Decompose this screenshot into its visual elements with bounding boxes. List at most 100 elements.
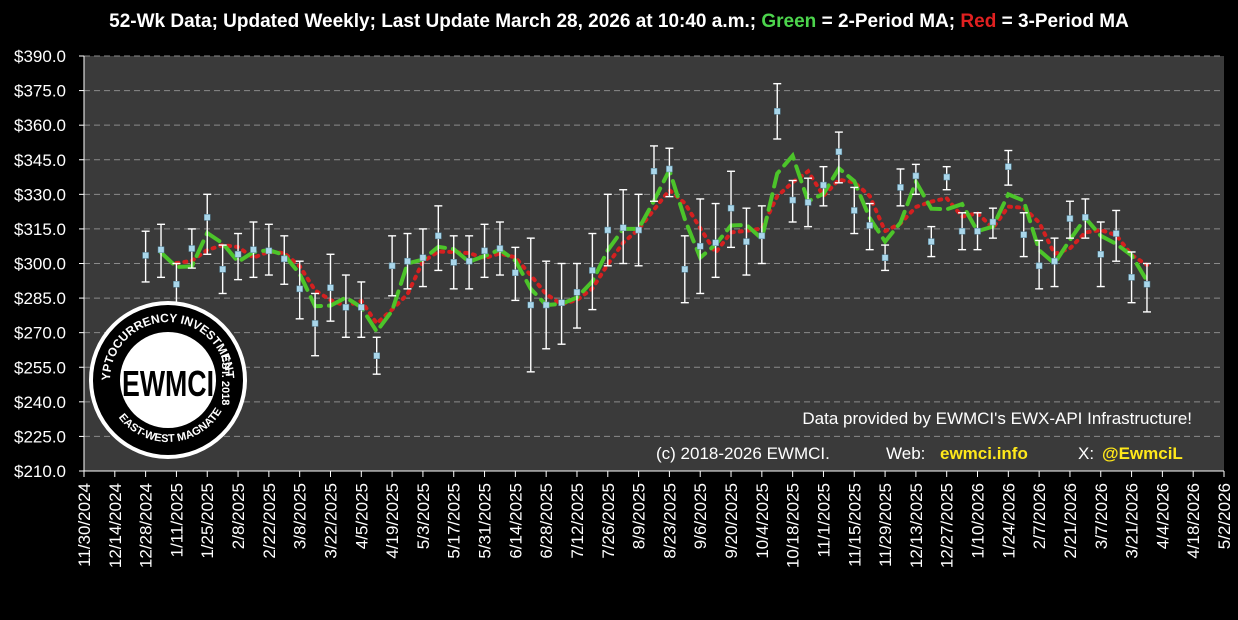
y-tick-label: $255.0: [14, 358, 66, 377]
data-point: [804, 199, 812, 206]
x-tick-label: 6/14/2025: [506, 483, 525, 559]
logo-ring-right: EST. 2018: [219, 355, 231, 406]
data-point: [1112, 230, 1120, 237]
data-point: [311, 320, 319, 327]
data-point: [1082, 214, 1089, 221]
data-point: [820, 181, 827, 189]
x-tick-label: 2/7/2026: [1030, 483, 1049, 549]
data-point: [450, 259, 457, 266]
data-point: [234, 251, 242, 258]
data-point: [512, 269, 519, 276]
data-point: [974, 227, 981, 235]
data-point: [465, 257, 473, 265]
x-tick-label: 5/31/2025: [476, 483, 495, 559]
data-point: [958, 227, 966, 235]
x-tick-label: 5/3/2025: [414, 483, 433, 549]
data-point: [989, 218, 997, 226]
title-green-word: Green: [761, 11, 817, 32]
data-point: [219, 266, 226, 273]
data-point: [851, 207, 858, 214]
x-tick-label: 7/26/2025: [599, 483, 618, 559]
x-tick-label: 8/23/2025: [660, 483, 679, 559]
y-tick-label: $300.0: [14, 255, 66, 274]
web-link[interactable]: ewmci.info: [940, 444, 1028, 463]
x-tick-label: 4/5/2025: [352, 483, 371, 549]
x-tick-label: 1/24/2026: [999, 483, 1018, 559]
x-tick-label: 2/22/2025: [260, 483, 279, 559]
data-point: [157, 246, 165, 253]
x-tick-label: 11/29/2025: [876, 483, 895, 567]
data-point: [589, 267, 596, 274]
x-tick-label: 1/11/2025: [167, 483, 186, 557]
data-point: [296, 285, 303, 293]
y-tick-label: $330.0: [14, 185, 66, 204]
title-red-desc: = 3-Period MA: [1001, 11, 1129, 32]
data-point: [604, 226, 612, 234]
x-tick-label: 3/22/2025: [321, 483, 340, 559]
y-tick-label: $225.0: [14, 427, 66, 446]
data-point: [496, 245, 504, 252]
data-point: [758, 232, 766, 240]
data-point: [481, 247, 488, 255]
x-tick-label: 6/28/2025: [537, 483, 556, 559]
y-tick-label: $315.0: [14, 220, 66, 239]
x-tick-label: 1/25/2025: [198, 483, 217, 559]
x-tick-label: 5/17/2025: [445, 483, 464, 559]
title-green-desc: = 2-Period MA;: [821, 11, 956, 32]
data-point: [696, 242, 704, 250]
y-axis-ticks: $210.0 $225.0 $240.0 $255.0 $270.0 $285.0 $300…: [14, 47, 66, 481]
data-point: [573, 289, 581, 296]
data-point: [635, 226, 642, 234]
data-point: [373, 352, 380, 359]
data-point: [650, 168, 658, 175]
x-tick-label: 1/10/2026: [969, 483, 988, 559]
data-point: [1035, 262, 1043, 270]
data-point: [358, 304, 365, 311]
x-handle-link[interactable]: @EwmciL: [1102, 444, 1183, 463]
copyright-note: (c) 2018-2026 EWMCI.: [656, 444, 830, 463]
data-point: [265, 247, 273, 255]
x-tick-label: 11/15/2025: [845, 483, 864, 567]
x-tick-label: 4/4/2026: [1153, 483, 1172, 549]
x-axis-ticks: 11/30/2024 12/14/2024 12/28/2024 1/11/2025 1…: [75, 471, 1234, 568]
y-tick-label: $285.0: [14, 289, 66, 308]
data-point: [558, 299, 565, 306]
data-point: [250, 246, 257, 253]
logo-monogram: EWMCI: [122, 363, 214, 404]
x-tick-label: 10/18/2025: [784, 483, 803, 568]
data-point: [1066, 215, 1074, 222]
data-point: [142, 252, 149, 259]
data-point: [542, 301, 550, 309]
title-red-word: Red: [960, 11, 997, 32]
data-point: [835, 148, 843, 155]
data-point: [943, 173, 950, 181]
x-tick-label: 12/13/2025: [907, 483, 926, 568]
data-point: [789, 196, 796, 204]
data-point: [773, 108, 781, 115]
data-point: [203, 214, 211, 221]
x-tick-label: 11/1/2025: [814, 483, 833, 557]
data-point: [188, 245, 196, 252]
x-tick-label: 9/20/2025: [722, 483, 741, 559]
x-label: X:: [1078, 444, 1094, 463]
data-point: [404, 257, 411, 265]
web-label: Web:: [886, 444, 925, 463]
data-source-note: Data provided by EWMCI's EWX-API Infrast…: [802, 409, 1192, 428]
data-point: [1143, 281, 1151, 288]
data-point: [435, 232, 442, 240]
data-point: [327, 284, 334, 291]
x-tick-label: 12/28/2024: [137, 483, 156, 568]
data-point: [342, 304, 350, 311]
y-tick-label: $240.0: [14, 393, 66, 412]
data-point: [743, 238, 750, 245]
y-tick-label: $210.0: [14, 462, 66, 481]
x-tick-label: 3/7/2026: [1092, 483, 1111, 549]
y-tick-label: $345.0: [14, 151, 66, 170]
y-tick-label: $390.0: [14, 47, 66, 66]
data-point: [866, 222, 873, 229]
y-tick-label: $375.0: [14, 82, 66, 101]
x-tick-label: 12/14/2024: [106, 483, 125, 568]
data-point: [1128, 274, 1135, 281]
x-tick-label: 4/18/2026: [1184, 483, 1203, 559]
